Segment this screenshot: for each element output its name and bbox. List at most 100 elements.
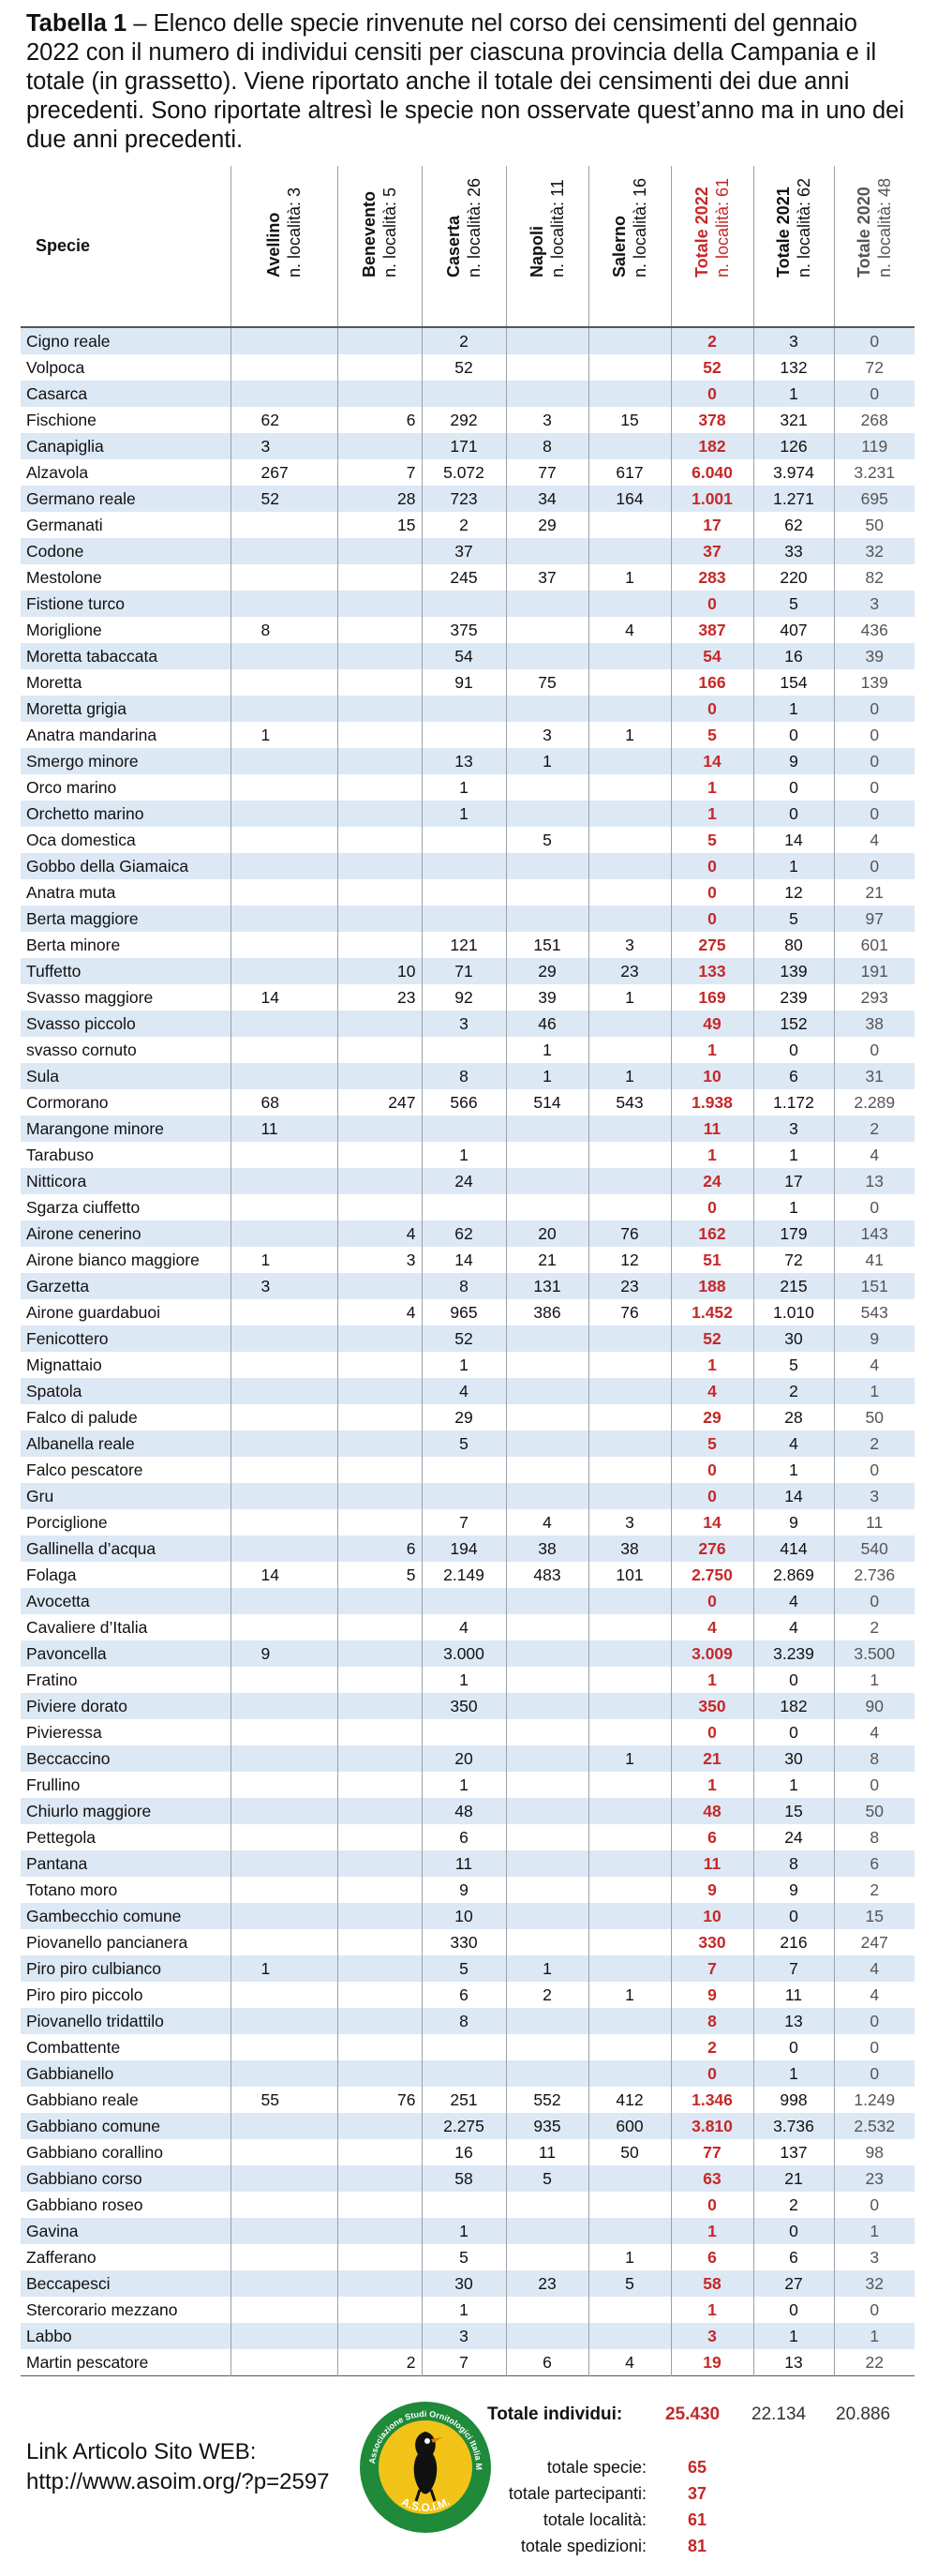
salerno-count xyxy=(587,2192,671,2218)
total-2021: 62 xyxy=(752,512,834,538)
benevento-count xyxy=(336,2218,422,2244)
total-2022: 63 xyxy=(670,2165,753,2192)
benevento-count xyxy=(336,1693,422,1719)
salerno-count: 76 xyxy=(587,1299,671,1325)
table-row: Gabbiano reale 55 76 251 552 412 1.346 998 1.249 xyxy=(21,2087,915,2113)
total-2020: 1 xyxy=(833,1667,915,1693)
total-2021: 1 xyxy=(752,1194,834,1221)
caserta-count: 1 xyxy=(421,2218,506,2244)
totale-individui-label: Totale individui: xyxy=(487,2404,623,2424)
species-name: Berta maggiore xyxy=(26,909,139,928)
benevento-count xyxy=(336,1719,422,1745)
total-2020: 32 xyxy=(833,538,915,564)
table-row: Beccapesci 30 23 5 58 27 32 xyxy=(21,2270,915,2297)
salerno-count xyxy=(587,2323,671,2349)
benevento-count xyxy=(336,1640,422,1667)
column-header-7: Totale 2021 n. località: 62 xyxy=(752,166,834,328)
total-2020: 21 xyxy=(833,879,915,906)
table-row: Oca domestica 5 5 14 4 xyxy=(21,827,915,853)
table-row: Martin pescatore 2 7 6 4 19 13 22 xyxy=(21,2349,915,2376)
salerno-count: 1 xyxy=(587,984,671,1011)
total-2020: 0 xyxy=(833,1194,915,1221)
species-name: Gambecchio comune xyxy=(26,1907,182,1925)
benevento-count xyxy=(336,591,422,617)
caserta-count xyxy=(421,1116,506,1142)
table-row: Albanella reale 5 5 4 2 xyxy=(21,1430,915,1457)
caserta-count: 194 xyxy=(421,1535,506,1562)
caserta-count: 30 xyxy=(421,2270,506,2297)
total-2022: 0 xyxy=(670,591,753,617)
total-2020: 0 xyxy=(833,696,915,722)
table-row: Pantana 11 11 8 6 xyxy=(21,1850,915,1877)
napoli-count xyxy=(505,1772,588,1798)
total-2022: 10 xyxy=(670,1063,753,1089)
species-name: Chiurlo maggiore xyxy=(26,1802,152,1820)
table-row: Stercorario mezzano 1 1 0 0 xyxy=(21,2297,915,2323)
total-2020: 0 xyxy=(833,2297,915,2323)
avellino-count xyxy=(230,1719,337,1745)
salerno-count xyxy=(587,1772,671,1798)
table-row: Airone guardabuoi 4 965 386 76 1.452 1.010 543 xyxy=(21,1299,915,1325)
salerno-count: 3 xyxy=(587,932,671,958)
total-2021: 33 xyxy=(752,538,834,564)
column-name: Totale 2022 xyxy=(692,187,711,277)
caserta-count: 8 xyxy=(421,1273,506,1299)
salerno-count xyxy=(587,853,671,879)
napoli-count xyxy=(505,2323,588,2349)
napoli-count: 151 xyxy=(505,932,588,958)
benevento-count xyxy=(336,2060,422,2087)
benevento-count xyxy=(336,2008,422,2034)
avellino-count xyxy=(230,1168,337,1194)
napoli-count xyxy=(505,617,588,643)
species-name: Zafferano xyxy=(26,2248,97,2267)
napoli-count xyxy=(505,381,588,407)
total-2020: 39 xyxy=(833,643,915,669)
total-2022: 5 xyxy=(670,827,753,853)
caserta-count: 16 xyxy=(421,2139,506,2165)
caserta-count: 3 xyxy=(421,1011,506,1037)
total-2021: 0 xyxy=(752,801,834,827)
table-row: Sula 8 1 1 10 6 31 xyxy=(21,1063,915,1089)
species-name: Gabbiano corallino xyxy=(26,2143,163,2162)
avellino-count: 3 xyxy=(230,433,337,459)
total-2020: 1.249 xyxy=(833,2087,915,2113)
species-name: Fistione turco xyxy=(26,594,126,613)
avellino-count xyxy=(230,2139,337,2165)
table-row: Smergo minore 13 1 14 9 0 xyxy=(21,748,915,774)
avellino-count xyxy=(230,827,337,853)
table-row: Gabbianello 0 1 0 xyxy=(21,2060,915,2087)
total-2022: 0 xyxy=(670,381,753,407)
benevento-count xyxy=(336,906,422,932)
salerno-count xyxy=(587,1404,671,1430)
total-2021: 1.271 xyxy=(752,486,834,512)
species-name: Codone xyxy=(26,542,84,561)
caserta-count: 1 xyxy=(421,1772,506,1798)
article-link-url[interactable]: http://www.asoim.org/?p=2597 xyxy=(26,2469,330,2494)
total-2022: 24 xyxy=(670,1168,753,1194)
total-2020: 119 xyxy=(833,433,915,459)
avellino-count xyxy=(230,1430,337,1457)
napoli-count xyxy=(505,1378,588,1404)
napoli-count xyxy=(505,1903,588,1929)
napoli-count xyxy=(505,1824,588,1850)
total-2022: 2 xyxy=(670,2034,753,2060)
total-2021: 5 xyxy=(752,906,834,932)
total-2022: 162 xyxy=(670,1221,753,1247)
species-name: Garzetta xyxy=(26,1277,90,1295)
total-2022: 387 xyxy=(670,617,753,643)
benevento-count xyxy=(336,643,422,669)
total-2021: 4 xyxy=(752,1614,834,1640)
species-name: Martin pescatore xyxy=(26,2353,149,2372)
salerno-count xyxy=(587,538,671,564)
column-sites: n. località: 5 xyxy=(380,187,399,277)
salerno-count xyxy=(587,1719,671,1745)
species-name: Pantana xyxy=(26,1854,88,1873)
avellino-count xyxy=(230,1299,337,1325)
total-2020: 2.736 xyxy=(833,1562,915,1588)
table-row: Gambecchio comune 10 10 0 15 xyxy=(21,1903,915,1929)
caserta-count: 7 xyxy=(421,1509,506,1535)
total-2021: 1 xyxy=(752,1457,834,1483)
benevento-count xyxy=(336,1168,422,1194)
benevento-count xyxy=(336,1850,422,1877)
salerno-count: 4 xyxy=(587,617,671,643)
